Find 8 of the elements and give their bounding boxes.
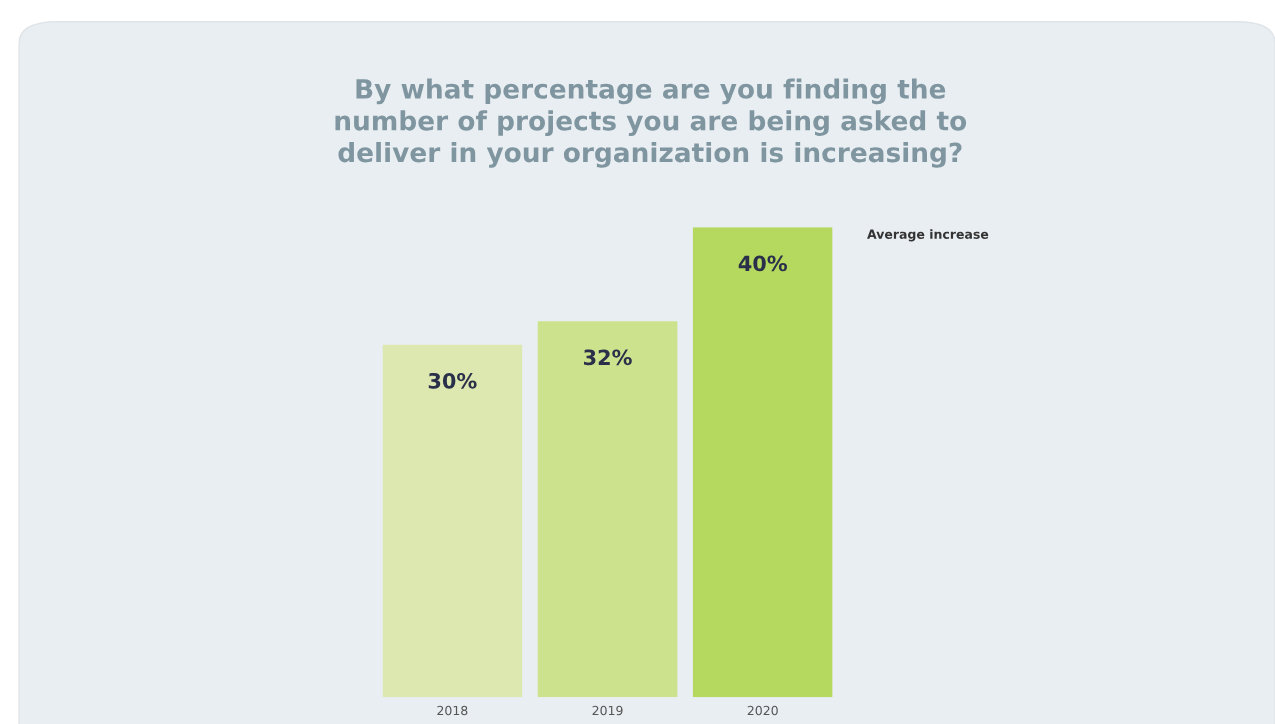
text: Average increase	[867, 229, 989, 242]
data-label: 32%	[584, 349, 632, 366]
data-label: 40%	[738, 255, 788, 272]
x-tick-label: 2018	[437, 705, 468, 716]
x-tick-label: 2019	[592, 705, 623, 716]
data-label: 30%	[428, 372, 477, 389]
x-tick-label: 2020	[747, 705, 778, 716]
chart-title: By what percentage are you finding the number of projects you are being asked to deliver in your organization is increasing?	[335, 78, 967, 168]
